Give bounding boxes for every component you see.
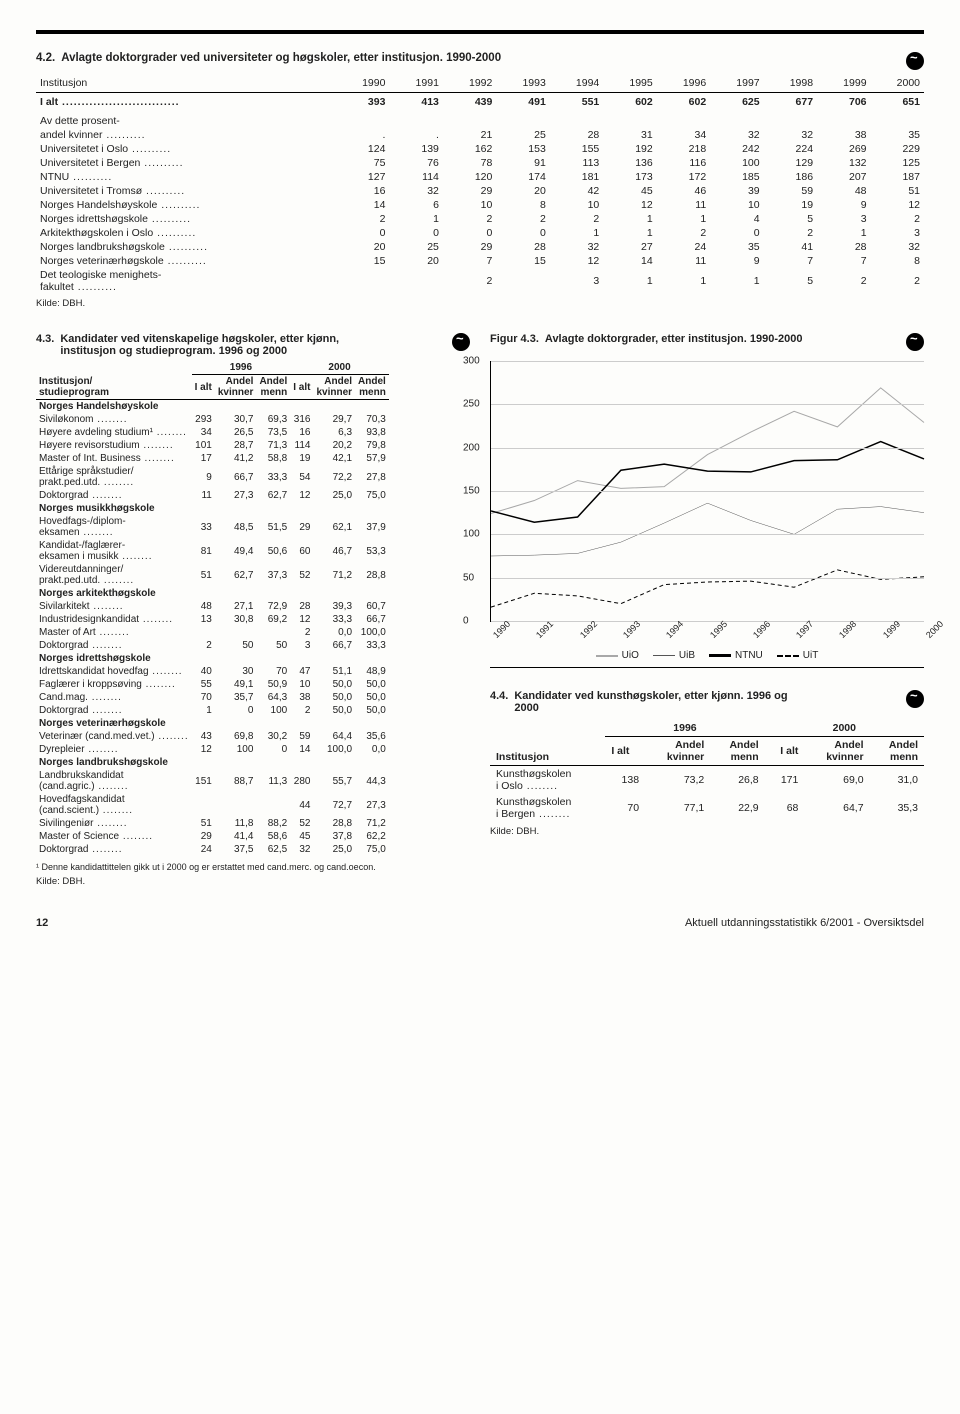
table-43-footnote: ¹ Denne kandidattittelen gikk ut i 2000 … xyxy=(36,862,456,872)
figure-43-title: Figur 4.3. Avlagte doktorgrader, etter i… xyxy=(490,333,924,351)
disc-icon xyxy=(906,333,924,351)
table-44-source: Kilde: DBH. xyxy=(490,826,924,837)
footer-text: Aktuell utdanningsstatistikk 6/2001 - Ov… xyxy=(685,917,924,929)
section-42-title: 4.2. Avlagte doktorgrader ved universite… xyxy=(36,52,924,70)
sec-44-num: 4.4. xyxy=(490,690,508,702)
sec-42-txt: Avlagte doktorgrader ved universiteter o… xyxy=(61,52,501,64)
table-42: Institusjon19901991199219931994199519961… xyxy=(36,76,924,294)
fig-43-txt: Avlagte doktorgrader, etter institusjon.… xyxy=(545,333,803,345)
sec-43-txt: Kandidater ved vitenskapelige høgskoler,… xyxy=(60,333,340,357)
table-43: Institusjon/studieprogram 1996 2000 I al… xyxy=(36,361,389,856)
table-44: Institusjon 1996 2000 I altAndelkvinnerA… xyxy=(490,720,924,822)
figure-43-chart: 0501001502002503001990199119921993199419… xyxy=(490,361,924,622)
figure-43-legend: UiOUiBNTNUUiT xyxy=(490,650,924,668)
section-43-title: 4.3. Kandidater ved vitenskapelige høgsk… xyxy=(36,333,470,357)
page-footer: 12 Aktuell utdanningsstatistikk 6/2001 -… xyxy=(36,917,924,929)
sec-42-num: 4.2. xyxy=(36,52,55,64)
fig-43-num: Figur 4.3. xyxy=(490,333,539,345)
disc-icon xyxy=(906,52,924,70)
sec-44-txt: Kandidater ved kunsthøgskoler, etter kjø… xyxy=(514,690,794,714)
top-rule xyxy=(36,30,924,34)
page-number: 12 xyxy=(36,917,48,929)
sec-43-num: 4.3. xyxy=(36,333,54,345)
disc-icon xyxy=(906,690,924,708)
table-42-source: Kilde: DBH. xyxy=(36,298,924,309)
table-43-source: Kilde: DBH. xyxy=(36,876,470,887)
disc-icon xyxy=(452,333,470,351)
section-44-title: 4.4. Kandidater ved kunsthøgskoler, ette… xyxy=(490,690,924,714)
